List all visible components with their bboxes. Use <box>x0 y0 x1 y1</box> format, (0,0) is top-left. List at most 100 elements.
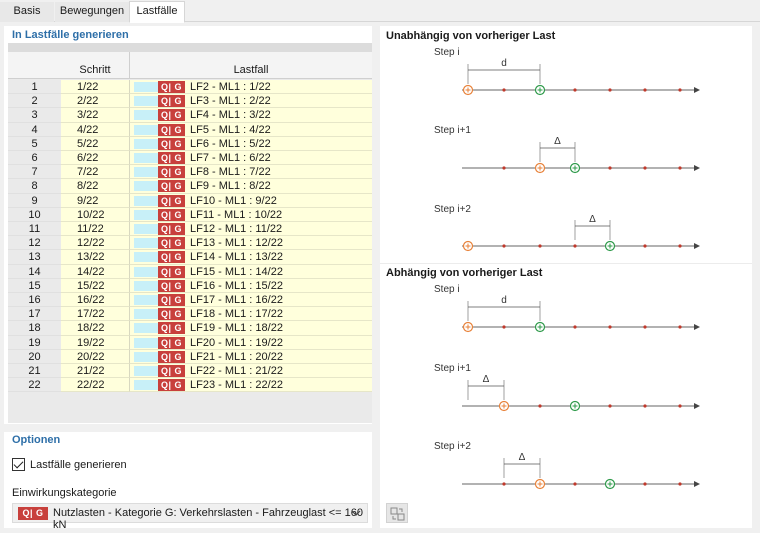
table-row[interactable]: 21 21/22 Q| G LF22 - ML1 : 21/22 <box>8 364 372 379</box>
loadcase-cell[interactable]: Q| G LF17 - ML1 : 16/22 <box>130 293 372 308</box>
loadcase-cell[interactable]: Q| G LF13 - ML1 : 12/22 <box>130 236 372 251</box>
color-swatch <box>134 309 146 320</box>
table-header-loadcase[interactable]: Lastfall <box>130 52 372 79</box>
color-swatch <box>146 82 158 92</box>
step-cell[interactable]: 8/22 <box>61 179 130 194</box>
diagram-tool-button[interactable] <box>386 503 408 523</box>
green-load-marker-icon <box>569 162 581 174</box>
green-load-marker-icon <box>604 240 616 252</box>
color-swatch <box>146 138 158 149</box>
loadcase-cell[interactable]: Q| G LF18 - ML1 : 17/22 <box>130 307 372 322</box>
color-swatch <box>134 96 146 107</box>
table-row[interactable]: 10 10/22 Q| G LF11 - ML1 : 10/22 <box>8 207 372 222</box>
table-row[interactable]: 22 22/22 Q| G LF23 - ML1 : 22/22 <box>8 378 372 393</box>
tab-bewegungen[interactable]: Bewegungen <box>55 2 129 22</box>
step-cell[interactable]: 11/22 <box>61 222 130 237</box>
table-row[interactable]: 3 3/22 Q| G LF4 - ML1 : 3/22 <box>8 108 372 123</box>
step-cell[interactable]: 6/22 <box>61 151 130 166</box>
generate-loadcases-checkbox[interactable] <box>12 458 25 471</box>
table-row[interactable]: 8 8/22 Q| G LF9 - ML1 : 8/22 <box>8 179 372 194</box>
chevron-down-icon <box>351 510 361 516</box>
step-cell[interactable]: 22/22 <box>61 378 130 393</box>
step-cell[interactable]: 2/22 <box>61 94 130 109</box>
loadcase-cell[interactable]: Q| G LF2 - ML1 : 1/22 <box>130 80 372 95</box>
step-cell[interactable]: 18/22 <box>61 321 130 336</box>
step-cell[interactable]: 1/22 <box>61 80 130 95</box>
step-cell[interactable]: 17/22 <box>61 307 130 322</box>
loadcase-cell[interactable]: Q| G LF3 - ML1 : 2/22 <box>130 94 372 109</box>
loadcase-cell[interactable]: Q| G LF4 - ML1 : 3/22 <box>130 108 372 123</box>
grid-dot <box>643 166 647 170</box>
loadcase-cell[interactable]: Q| G LF9 - ML1 : 8/22 <box>130 179 372 194</box>
options-title: Optionen <box>12 434 61 446</box>
step-cell[interactable]: 3/22 <box>61 108 130 123</box>
table-row[interactable]: 16 16/22 Q| G LF17 - ML1 : 16/22 <box>8 293 372 308</box>
table-row[interactable]: 17 17/22 Q| G LF18 - ML1 : 17/22 <box>8 307 372 322</box>
step-cell[interactable]: 12/22 <box>61 236 130 251</box>
color-swatch <box>134 337 146 348</box>
loadcase-cell[interactable]: Q| G LF5 - ML1 : 4/22 <box>130 122 372 137</box>
loadcase-cell[interactable]: Q| G LF11 - ML1 : 10/22 <box>130 207 372 222</box>
loadcase-cell[interactable]: Q| G LF19 - ML1 : 18/22 <box>130 321 372 336</box>
table-row[interactable]: 5 5/22 Q| G LF6 - ML1 : 5/22 <box>8 136 372 151</box>
table-row[interactable]: 19 19/22 Q| G LF20 - ML1 : 19/22 <box>8 335 372 350</box>
table-row[interactable]: 11 11/22 Q| G LF12 - ML1 : 11/22 <box>8 222 372 237</box>
step-cell[interactable]: 16/22 <box>61 293 130 308</box>
step-cell[interactable]: 7/22 <box>61 165 130 180</box>
step-cell[interactable]: 20/22 <box>61 349 130 364</box>
orange-load-marker-icon <box>462 84 474 96</box>
loadcase-cell[interactable]: Q| G LF6 - ML1 : 5/22 <box>130 136 372 151</box>
step-cell[interactable]: 4/22 <box>61 122 130 137</box>
step-cell[interactable]: 19/22 <box>61 335 130 350</box>
color-swatch <box>146 323 158 334</box>
step-cell[interactable]: 10/22 <box>61 207 130 222</box>
arrow-head-icon <box>694 243 700 249</box>
action-category-dropdown[interactable]: Q| G Nutzlasten - Kategorie G: Verkehrsl… <box>12 503 368 531</box>
table-row[interactable]: 2 2/22 Q| G LF3 - ML1 : 2/22 <box>8 94 372 109</box>
loadcase-name: LF2 - ML1 : 1/22 <box>190 81 271 93</box>
step-cell[interactable]: 21/22 <box>61 364 130 379</box>
row-number: 6 <box>8 151 61 166</box>
loadcase-cell[interactable]: Q| G LF7 - ML1 : 6/22 <box>130 151 372 166</box>
loadcase-name: LF9 - ML1 : 8/22 <box>190 180 271 193</box>
grid-dot <box>678 166 682 170</box>
table-row[interactable]: 1 1/22 Q| G LF2 - ML1 : 1/22 <box>8 80 372 95</box>
color-swatch <box>134 82 146 92</box>
loadcase-type-badge: Q| G <box>158 152 185 164</box>
loadcase-cell[interactable]: Q| G LF21 - ML1 : 20/22 <box>130 349 372 364</box>
tab-lastfaelle[interactable]: Lastfälle <box>129 1 185 23</box>
table-row[interactable]: 15 15/22 Q| G LF16 - ML1 : 15/22 <box>8 278 372 293</box>
orange-load-marker-icon <box>534 162 546 174</box>
step-cell[interactable]: 13/22 <box>61 250 130 265</box>
loadcase-cell[interactable]: Q| G LF22 - ML1 : 21/22 <box>130 364 372 379</box>
loadcase-cell[interactable]: Q| G LF14 - ML1 : 13/22 <box>130 250 372 265</box>
loadcase-type-badge: Q| G <box>158 350 185 363</box>
table-row[interactable]: 4 4/22 Q| G LF5 - ML1 : 4/22 <box>8 122 372 137</box>
row-number: 5 <box>8 136 61 151</box>
loadcase-cell[interactable]: Q| G LF12 - ML1 : 11/22 <box>130 222 372 237</box>
row-number: 13 <box>8 250 61 265</box>
step-cell[interactable]: 15/22 <box>61 278 130 293</box>
loadcase-cell[interactable]: Q| G LF20 - ML1 : 19/22 <box>130 335 372 350</box>
step-cell[interactable]: 5/22 <box>61 136 130 151</box>
table-row[interactable]: 12 12/22 Q| G LF13 - ML1 : 12/22 <box>8 236 372 251</box>
step-label-2: Step i+2 <box>434 441 471 452</box>
loadcase-cell[interactable]: Q| G LF23 - ML1 : 22/22 <box>130 378 372 393</box>
grid-dot <box>502 244 506 248</box>
loadcase-cell[interactable]: Q| G LF15 - ML1 : 14/22 <box>130 264 372 279</box>
table-row[interactable]: 7 7/22 Q| G LF8 - ML1 : 7/22 <box>8 165 372 180</box>
loadcase-cell[interactable]: Q| G LF10 - ML1 : 9/22 <box>130 193 372 208</box>
table-row[interactable]: 13 13/22 Q| G LF14 - ML1 : 13/22 <box>8 250 372 265</box>
table-row[interactable]: 9 9/22 Q| G LF10 - ML1 : 9/22 <box>8 193 372 208</box>
step-cell[interactable]: 9/22 <box>61 193 130 208</box>
table-row[interactable]: 6 6/22 Q| G LF7 - ML1 : 6/22 <box>8 151 372 166</box>
loadcase-cell[interactable]: Q| G LF8 - ML1 : 7/22 <box>130 165 372 180</box>
table-row[interactable]: 14 14/22 Q| G LF15 - ML1 : 14/22 <box>8 264 372 279</box>
step-cell[interactable]: 14/22 <box>61 264 130 279</box>
loadcase-cell[interactable]: Q| G LF16 - ML1 : 15/22 <box>130 278 372 293</box>
table-header-step[interactable]: Schritt <box>61 52 130 79</box>
table-row[interactable]: 18 18/22 Q| G LF19 - ML1 : 18/22 <box>8 321 372 336</box>
loadcase-type-badge: Q| G <box>158 294 185 306</box>
tab-basis[interactable]: Basis <box>0 2 54 22</box>
table-row[interactable]: 20 20/22 Q| G LF21 - ML1 : 20/22 <box>8 349 372 364</box>
